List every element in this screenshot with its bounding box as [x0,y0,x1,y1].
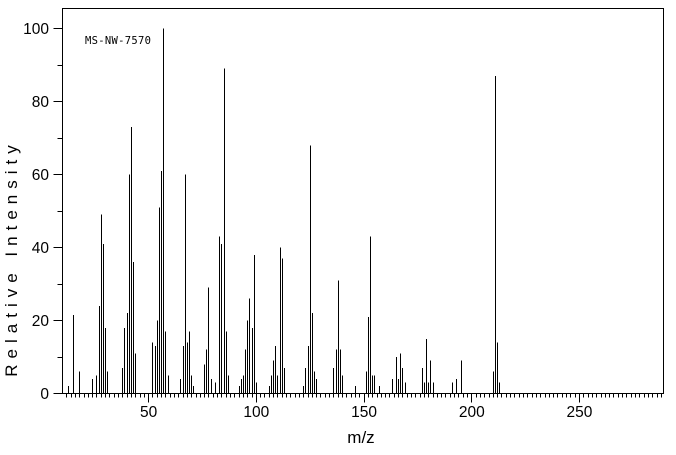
x-tick-label-200: 200 [459,404,485,421]
y-tick-label-60: 60 [32,167,50,184]
y-tick-label-20: 20 [32,313,50,330]
x-tick-label-100: 100 [243,404,269,421]
x-tick-label-250: 250 [567,404,593,421]
plot-frame [62,8,664,394]
y-tick-label-0: 0 [40,386,49,403]
y-tick-label-80: 80 [32,94,50,111]
x-tick-label-50: 50 [140,404,158,421]
x-axis-label: m/z [347,428,374,447]
y-axis-ticks [53,28,63,394]
x-tick-label-150: 150 [351,404,377,421]
y-tick-label-100: 100 [23,21,49,38]
x-axis-tick-labels: 50 100 150 200 250 [140,404,593,421]
spectrum-id-annotation: MS-NW-7570 [85,35,151,47]
y-tick-label-40: 40 [32,240,50,257]
peaks-group [68,28,500,394]
x-axis-ticks [66,393,662,403]
y-axis-tick-labels: 0 20 40 60 80 100 [23,21,49,403]
y-axis-label: Relative Intensity [2,139,21,376]
